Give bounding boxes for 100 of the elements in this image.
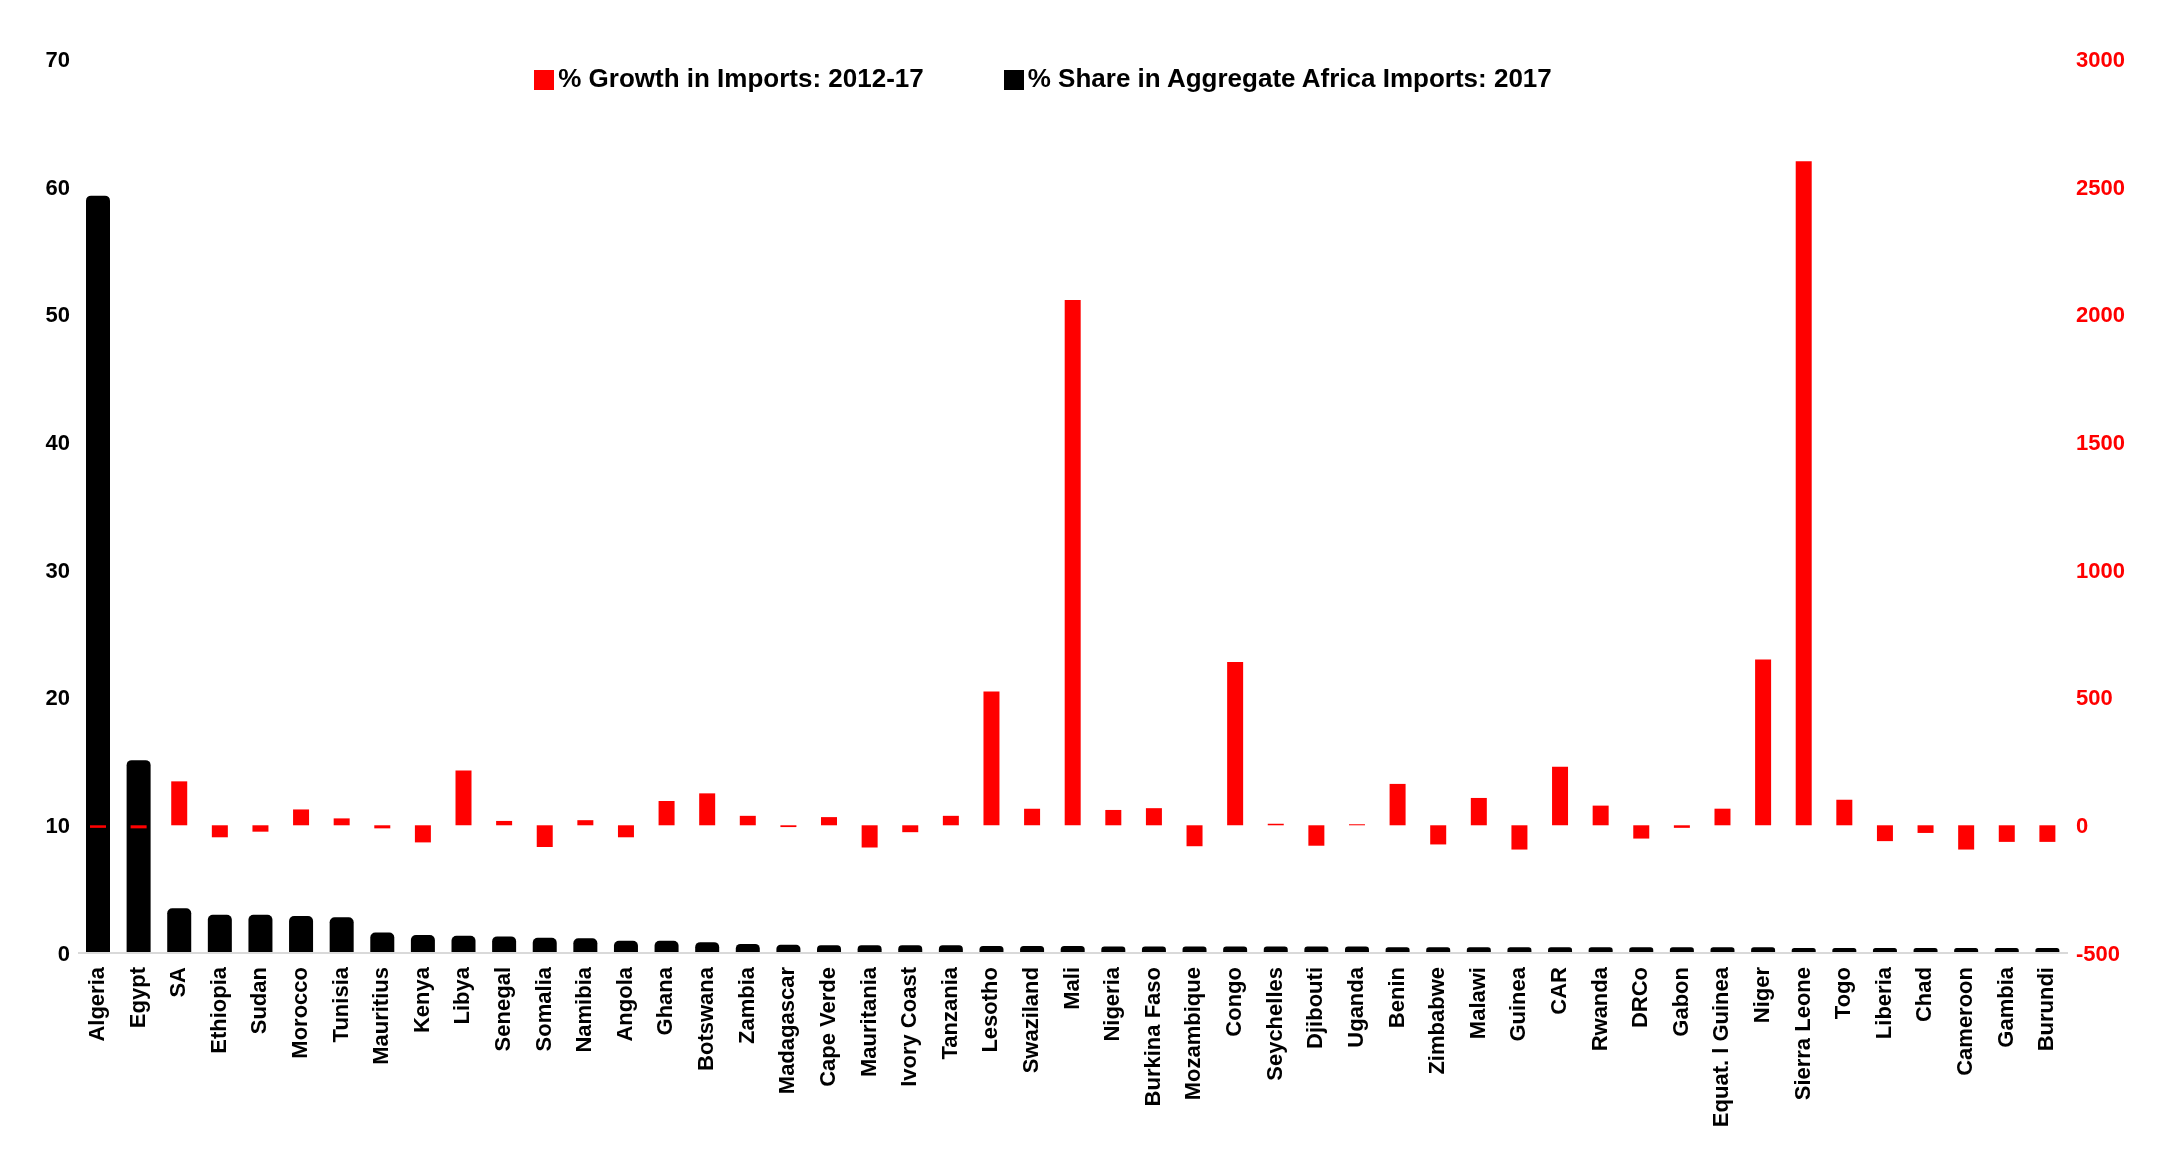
bar bbox=[577, 820, 594, 826]
bar bbox=[289, 915, 314, 953]
x-tick-label: Mauritius bbox=[368, 967, 394, 1065]
y-tick-label: 10 bbox=[45, 813, 70, 839]
bar bbox=[211, 825, 228, 838]
bar bbox=[86, 195, 110, 953]
bar bbox=[1024, 808, 1041, 826]
bar bbox=[1105, 809, 1122, 826]
bar bbox=[1227, 662, 1244, 826]
x-tick-label: SA bbox=[165, 966, 191, 998]
y-tick-label: 60 bbox=[45, 174, 70, 200]
x-tick-label: Libya bbox=[449, 966, 475, 1025]
x-tick-label: Sierra Leone bbox=[1789, 967, 1815, 1101]
bar bbox=[1998, 825, 2015, 842]
bar bbox=[374, 825, 391, 829]
bar bbox=[1064, 300, 1081, 826]
bar bbox=[1958, 825, 1975, 850]
y2-tick-label: 2000 bbox=[2076, 302, 2125, 328]
x-tick-label: Mozambique bbox=[1180, 967, 1206, 1101]
bar bbox=[1876, 825, 1893, 842]
bar bbox=[938, 945, 963, 953]
bar bbox=[1145, 808, 1162, 826]
x-tick-label: Zambia bbox=[733, 966, 759, 1045]
bar bbox=[861, 825, 878, 848]
y-tick-label: 40 bbox=[45, 429, 70, 455]
x-tick-label: Somalia bbox=[530, 966, 556, 1052]
x-tick-label: Cameroon bbox=[1952, 967, 1978, 1076]
x-tick-label: Mauritania bbox=[855, 966, 881, 1078]
bar bbox=[902, 825, 919, 833]
bar bbox=[1552, 766, 1569, 826]
x-tick-label: Gabon bbox=[1667, 967, 1693, 1037]
x-tick-label: Uganda bbox=[1342, 966, 1368, 1048]
bar bbox=[983, 691, 1000, 826]
bar bbox=[898, 945, 923, 953]
bar bbox=[613, 940, 638, 953]
x-tick-label: Algeria bbox=[83, 966, 109, 1042]
bar bbox=[695, 942, 720, 953]
x-tick-label: Congo bbox=[1221, 967, 1247, 1037]
bar bbox=[370, 932, 395, 953]
x-tick-label: Sudan bbox=[246, 967, 272, 1035]
bar bbox=[536, 825, 553, 847]
x-tick-label: Burundi bbox=[2033, 967, 2059, 1052]
bar bbox=[1714, 808, 1731, 826]
x-tick-label: Benin bbox=[1383, 967, 1409, 1029]
bar bbox=[1430, 825, 1447, 845]
x-tick-label: Kenya bbox=[408, 966, 434, 1034]
x-tick-label: Rwanda bbox=[1586, 966, 1612, 1052]
x-tick-label: Burkina Faso bbox=[1139, 967, 1165, 1107]
x-tick-label: Tunisia bbox=[327, 966, 353, 1043]
bar bbox=[739, 815, 756, 826]
bar bbox=[699, 793, 716, 826]
x-tick-label: Nigeria bbox=[1099, 966, 1125, 1042]
x-tick-label: Lesotho bbox=[977, 967, 1003, 1053]
x-tick-label: Tanzania bbox=[936, 966, 962, 1060]
bar bbox=[1511, 825, 1528, 850]
y2-tick-label: -500 bbox=[2076, 940, 2121, 966]
bar bbox=[455, 770, 472, 826]
legend-label: % Share in Aggregate Africa Imports: 2017 bbox=[1027, 63, 1552, 93]
x-tick-label: Niger bbox=[1749, 966, 1775, 1024]
x-tick-label: DRCo bbox=[1627, 967, 1653, 1029]
bar bbox=[617, 825, 634, 838]
bar bbox=[573, 938, 598, 953]
bar bbox=[90, 825, 106, 828]
y2-tick-label: 3000 bbox=[2076, 46, 2125, 72]
x-tick-label: Egypt bbox=[124, 966, 150, 1029]
bar bbox=[654, 940, 679, 953]
bar bbox=[658, 801, 675, 826]
bar bbox=[207, 914, 232, 953]
bar bbox=[1836, 799, 1853, 826]
x-tick-label: Djibouti bbox=[1302, 967, 1328, 1049]
bar bbox=[1308, 825, 1325, 846]
x-tick-label: Chad bbox=[1911, 967, 1937, 1022]
x-tick-label: Ghana bbox=[652, 966, 678, 1036]
x-tick-label: Namibia bbox=[571, 966, 597, 1053]
x-tick-label: Malawi bbox=[1464, 967, 1490, 1040]
bar bbox=[1633, 825, 1650, 839]
y-tick-label: 20 bbox=[45, 685, 70, 711]
bar bbox=[451, 935, 476, 953]
x-tick-label: Equat. l Guinea bbox=[1708, 966, 1734, 1128]
bar bbox=[410, 935, 435, 953]
x-tick-label: Ethiopia bbox=[205, 966, 231, 1054]
bar bbox=[857, 945, 882, 953]
bar bbox=[171, 781, 188, 826]
bar bbox=[1470, 797, 1487, 826]
y2-tick-label: 2500 bbox=[2076, 174, 2125, 200]
bar bbox=[1186, 825, 1203, 847]
x-tick-label: Mali bbox=[1058, 967, 1084, 1010]
y2-tick-label: 1000 bbox=[2076, 557, 2125, 583]
bar bbox=[1795, 161, 1812, 826]
bar bbox=[333, 818, 350, 826]
bar bbox=[496, 820, 513, 826]
bar bbox=[252, 825, 269, 832]
bar bbox=[942, 815, 959, 826]
y-tick-label: 50 bbox=[45, 302, 70, 328]
x-tick-label: Senegal bbox=[490, 967, 516, 1052]
bar bbox=[167, 908, 192, 953]
x-tick-label: Morocco bbox=[286, 967, 312, 1059]
y-tick-label: 0 bbox=[57, 940, 70, 966]
bar bbox=[126, 760, 151, 953]
y-tick-label: 70 bbox=[45, 46, 70, 72]
